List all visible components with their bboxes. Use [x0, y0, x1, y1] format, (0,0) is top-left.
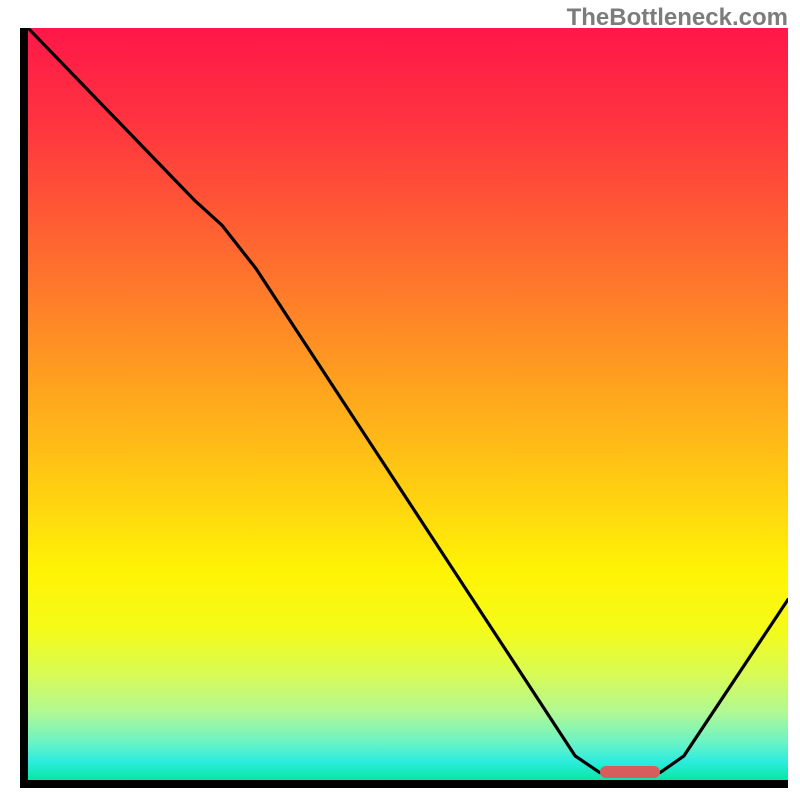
optimum-marker — [600, 766, 661, 778]
chart-container: { "watermark": { "text": "TheBottleneck.… — [0, 0, 800, 800]
y-axis — [20, 28, 28, 788]
x-axis — [20, 780, 788, 788]
plot-area — [20, 28, 788, 788]
curve-line — [28, 28, 788, 780]
